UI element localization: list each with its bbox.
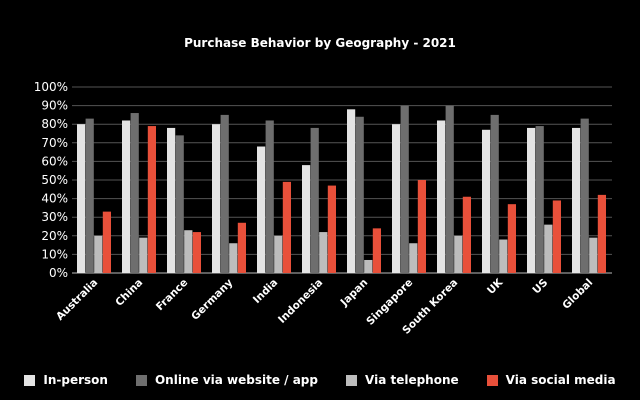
- legend-swatch: [24, 374, 36, 386]
- legend-label: Online via website / app: [154, 373, 318, 387]
- bar-online-via-website-app-france: [175, 135, 184, 273]
- bar-via-telephone-france: [184, 230, 193, 273]
- legend-item: Online via website / app: [135, 373, 318, 387]
- y-tick-label: 10%: [41, 247, 68, 261]
- bar-via-telephone-us: [544, 224, 553, 273]
- x-tick-label: UK: [485, 276, 506, 297]
- bar-via-social-media-australia: [102, 211, 111, 273]
- bar-via-social-media-germany: [237, 222, 246, 273]
- bar-in-person-japan: [347, 109, 356, 273]
- bar-via-telephone-india: [274, 235, 283, 273]
- y-tick-label: 80%: [41, 117, 68, 131]
- bar-online-via-website-app-south-korea: [445, 105, 454, 273]
- y-tick-label: 20%: [41, 229, 68, 243]
- bar-online-via-website-app-japan: [355, 116, 364, 273]
- bar-via-telephone-china: [139, 237, 148, 273]
- y-tick-label: 90%: [41, 99, 68, 113]
- bar-via-social-media-uk: [507, 204, 516, 273]
- bar-in-person-singapore: [392, 124, 401, 273]
- bar-via-social-media-japan: [372, 228, 381, 273]
- bar-via-social-media-indonesia: [327, 185, 336, 273]
- y-tick-label: 70%: [41, 136, 68, 150]
- bar-in-person-indonesia: [302, 165, 311, 273]
- chart-title: Purchase Behavior by Geography - 2021: [184, 36, 456, 50]
- bar-via-social-media-china: [147, 126, 156, 273]
- legend-item: Via telephone: [346, 373, 459, 387]
- bar-online-via-website-app-china: [130, 113, 139, 273]
- y-tick-label: 30%: [41, 210, 68, 224]
- bar-online-via-website-app-global: [580, 118, 589, 274]
- y-tick-label: 100%: [34, 80, 68, 94]
- bar-online-via-website-app-australia: [85, 118, 94, 274]
- bar-via-telephone-uk: [499, 239, 508, 273]
- bar-in-person-australia: [77, 124, 86, 273]
- legend-item: Via social media: [486, 373, 616, 387]
- y-tick-label: 0%: [49, 266, 68, 280]
- legend-item: In-person: [24, 373, 108, 387]
- legend-swatch: [486, 374, 498, 386]
- x-tick-label: Global: [560, 277, 595, 312]
- bar-online-via-website-app-germany: [220, 114, 229, 274]
- bar-via-telephone-germany: [229, 243, 238, 273]
- bar-via-social-media-india: [282, 181, 291, 273]
- x-tick-label: China: [113, 277, 145, 309]
- x-tick-label: Indonesia: [276, 277, 325, 326]
- bar-online-via-website-app-singapore: [400, 105, 409, 273]
- bar-via-telephone-south-korea: [454, 235, 463, 273]
- legend-label: Via social media: [505, 373, 616, 387]
- bar-via-telephone-australia: [94, 235, 103, 273]
- bar-in-person-india: [257, 146, 266, 273]
- bar-online-via-website-app-indonesia: [310, 127, 319, 273]
- bar-online-via-website-app-india: [265, 120, 274, 273]
- y-tick-label: 40%: [41, 192, 68, 206]
- x-tick-label: France: [154, 277, 190, 313]
- bar-in-person-china: [122, 120, 131, 273]
- bar-via-telephone-singapore: [409, 243, 418, 273]
- bar-via-telephone-japan: [364, 259, 373, 273]
- bar-in-person-uk: [482, 129, 491, 273]
- bar-online-via-website-app-uk: [490, 114, 499, 274]
- legend-label: In-person: [43, 373, 108, 387]
- y-tick-label: 60%: [41, 154, 68, 168]
- x-tick-label: Australia: [54, 277, 100, 323]
- bar-via-social-media-us: [552, 200, 561, 273]
- bar-via-telephone-global: [589, 237, 598, 273]
- legend-swatch: [135, 374, 147, 386]
- legend: In-person Online via website / app Via tel…: [0, 373, 640, 387]
- x-tick-label: Japan: [338, 277, 371, 310]
- bar-via-telephone-indonesia: [319, 232, 328, 273]
- bar-online-via-website-app-us: [535, 126, 544, 273]
- x-tick-label: US: [530, 277, 550, 297]
- bar-in-person-global: [572, 127, 581, 273]
- bar-in-person-us: [527, 127, 536, 273]
- bar-via-social-media-singapore: [417, 180, 426, 273]
- bar-via-social-media-france: [192, 232, 201, 273]
- bar-in-person-germany: [212, 124, 221, 273]
- bar-via-social-media-global: [597, 194, 606, 273]
- bar-via-social-media-south-korea: [462, 196, 471, 273]
- x-tick-label: Germany: [189, 277, 235, 323]
- legend-swatch: [346, 374, 357, 386]
- y-tick-label: 50%: [41, 173, 68, 187]
- legend-label: Via telephone: [365, 373, 459, 387]
- x-tick-label: India: [251, 277, 280, 306]
- bar-in-person-france: [167, 127, 176, 273]
- bar-in-person-south-korea: [437, 120, 446, 273]
